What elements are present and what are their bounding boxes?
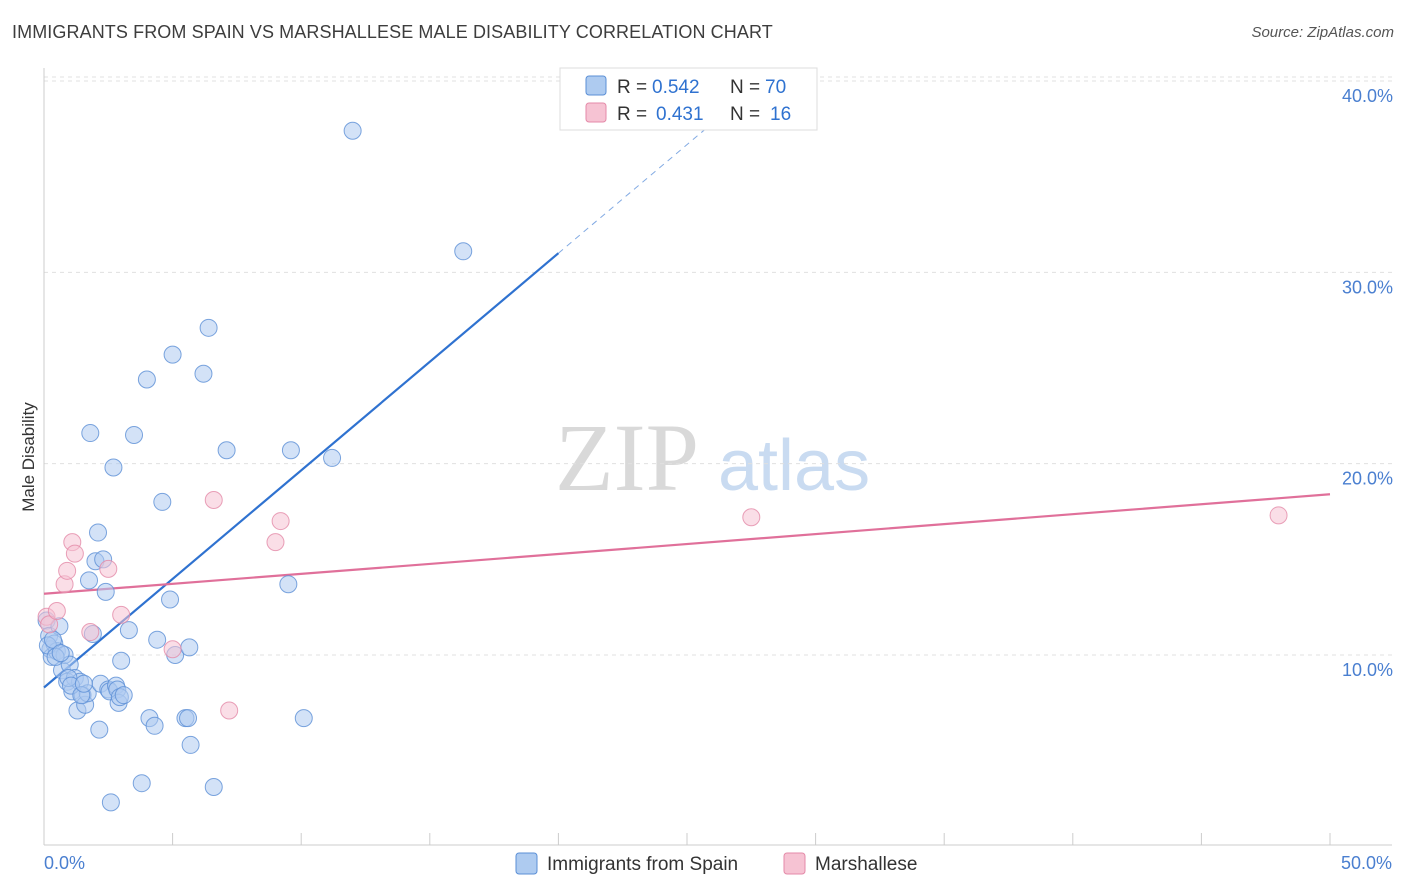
point-marshallese bbox=[47, 601, 66, 620]
point-immigrants-from-spain bbox=[132, 774, 151, 793]
stats-r-value-marshallese: 0.431 bbox=[656, 104, 704, 125]
watermark-atlas: atlas bbox=[718, 426, 870, 506]
scatter-points bbox=[37, 121, 1288, 812]
legend-swatch-spain[interactable] bbox=[515, 852, 538, 875]
point-marshallese bbox=[1269, 506, 1288, 525]
point-immigrants-from-spain bbox=[217, 441, 236, 460]
point-marshallese bbox=[742, 508, 761, 527]
stats-swatch-spain bbox=[585, 75, 607, 96]
point-marshallese bbox=[204, 491, 223, 510]
watermark-zip: ZIP bbox=[555, 404, 699, 511]
point-marshallese bbox=[65, 544, 84, 563]
axes bbox=[43, 68, 1392, 846]
legend-label-spain[interactable]: Immigrants from Spain bbox=[547, 854, 738, 875]
legend-swatch-marshallese[interactable] bbox=[783, 852, 806, 875]
stats-n-value-spain: 70 bbox=[765, 77, 786, 98]
point-immigrants-from-spain bbox=[81, 424, 100, 443]
source-credit: Source: ZipAtlas.com bbox=[1251, 24, 1394, 41]
point-immigrants-from-spain bbox=[279, 575, 298, 594]
y-axis-tick-labels: 10.0% 20.0% 30.0% 40.0% bbox=[1342, 86, 1393, 680]
watermark: ZIP atlas bbox=[555, 404, 870, 511]
stats-r-label-spain: R = bbox=[617, 77, 647, 98]
point-immigrants-from-spain bbox=[96, 582, 115, 601]
point-marshallese bbox=[271, 512, 290, 531]
point-immigrants-from-spain bbox=[119, 621, 138, 640]
chart-title: IMMIGRANTS FROM SPAIN VS MARSHALLESE MAL… bbox=[12, 22, 773, 42]
stats-n-label-marshallese: N = bbox=[730, 104, 760, 125]
stats-n-label-spain: N = bbox=[730, 77, 760, 98]
point-immigrants-from-spain bbox=[101, 793, 120, 812]
point-immigrants-from-spain bbox=[454, 242, 473, 261]
gridlines bbox=[44, 76, 1392, 656]
x-axis-ticks bbox=[172, 833, 1331, 845]
point-marshallese bbox=[81, 623, 100, 642]
point-immigrants-from-spain bbox=[153, 492, 172, 511]
point-immigrants-from-spain bbox=[114, 686, 133, 705]
point-immigrants-from-spain bbox=[343, 121, 362, 140]
point-immigrants-from-spain bbox=[104, 458, 123, 477]
stats-r-value-spain: 0.542 bbox=[652, 77, 700, 98]
stats-r-label-marshallese: R = bbox=[617, 104, 647, 125]
trend-lines bbox=[43, 100, 1331, 689]
point-immigrants-from-spain bbox=[163, 345, 182, 364]
point-immigrants-from-spain bbox=[51, 644, 70, 663]
y-tick-label: 10.0% bbox=[1342, 660, 1393, 680]
point-immigrants-from-spain bbox=[137, 370, 156, 389]
point-immigrants-from-spain bbox=[281, 441, 300, 460]
point-immigrants-from-spain bbox=[112, 651, 131, 670]
legend: Immigrants from Spain Marshallese bbox=[515, 852, 917, 875]
x-tick-label-max: 50.0% bbox=[1341, 853, 1392, 873]
point-immigrants-from-spain bbox=[294, 709, 313, 728]
stats-box: R = 0.542 N = 70 R = 0.431 N = 16 bbox=[559, 67, 818, 131]
point-immigrants-from-spain bbox=[194, 364, 213, 383]
point-marshallese bbox=[58, 561, 77, 580]
x-tick-label-min: 0.0% bbox=[44, 853, 85, 873]
point-immigrants-from-spain bbox=[181, 735, 200, 754]
point-immigrants-from-spain bbox=[323, 448, 342, 467]
point-marshallese bbox=[266, 533, 285, 552]
point-immigrants-from-spain bbox=[74, 674, 93, 693]
point-immigrants-from-spain bbox=[145, 716, 164, 735]
stats-swatch-marshallese bbox=[585, 102, 607, 123]
stats-n-value-marshallese: 16 bbox=[770, 104, 791, 125]
point-immigrants-from-spain bbox=[199, 318, 218, 337]
y-tick-label: 20.0% bbox=[1342, 469, 1393, 489]
trend-line-marshallese bbox=[43, 493, 1331, 595]
point-immigrants-from-spain bbox=[180, 638, 199, 657]
point-immigrants-from-spain bbox=[90, 720, 109, 739]
point-marshallese bbox=[220, 701, 239, 720]
y-tick-label: 40.0% bbox=[1342, 86, 1393, 106]
point-immigrants-from-spain bbox=[148, 630, 167, 649]
y-axis-title: Male Disability bbox=[19, 402, 38, 512]
point-immigrants-from-spain bbox=[89, 523, 108, 542]
point-immigrants-from-spain bbox=[80, 571, 99, 590]
point-marshallese bbox=[99, 559, 118, 578]
legend-label-marshallese[interactable]: Marshallese bbox=[815, 854, 917, 875]
point-immigrants-from-spain bbox=[204, 778, 223, 797]
point-marshallese bbox=[112, 605, 131, 624]
point-immigrants-from-spain bbox=[179, 709, 198, 728]
y-tick-label: 30.0% bbox=[1342, 277, 1393, 297]
point-marshallese bbox=[40, 615, 59, 634]
point-immigrants-from-spain bbox=[125, 425, 144, 444]
point-immigrants-from-spain bbox=[161, 590, 180, 609]
point-marshallese bbox=[163, 640, 182, 659]
